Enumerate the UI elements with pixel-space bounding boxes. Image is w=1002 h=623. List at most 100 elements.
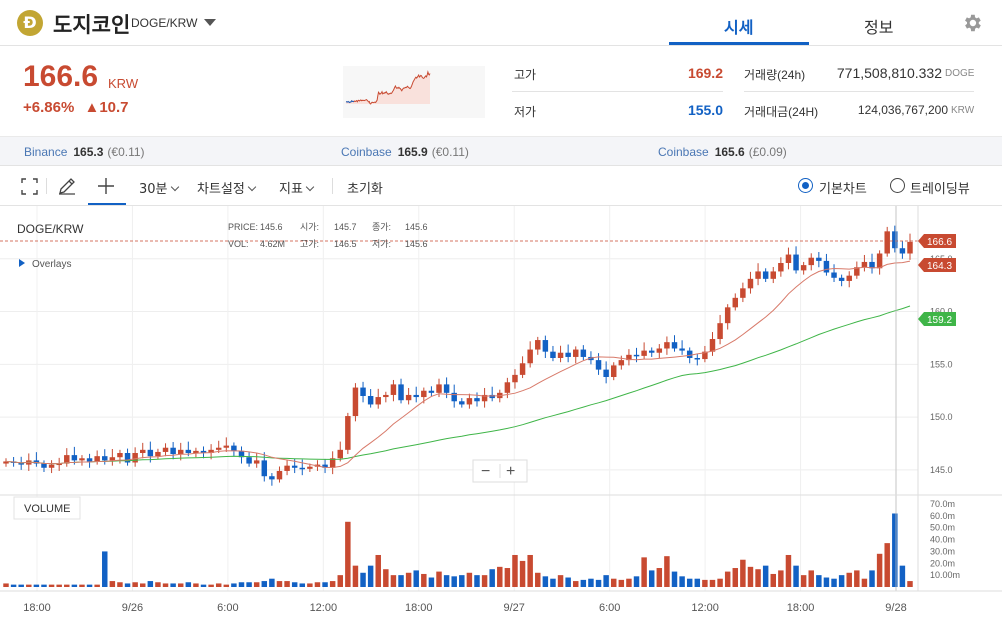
- legend-open-label: 시가:: [300, 222, 319, 232]
- volume-bar: [808, 570, 814, 587]
- volume-bar: [231, 583, 237, 587]
- volume-bar: [64, 584, 70, 587]
- candle-body: [626, 354, 632, 361]
- crosshair-icon[interactable]: [97, 177, 115, 195]
- basic-chart-radio[interactable]: [798, 178, 813, 193]
- tradingview-label[interactable]: 트레이딩뷰: [910, 182, 970, 197]
- zoom-in-button[interactable]: +: [506, 463, 515, 480]
- amount-label: 거래대금(24H): [744, 105, 819, 119]
- candle-body: [261, 460, 268, 477]
- volume-bar: [846, 572, 852, 587]
- exchange-binance[interactable]: Binance 165.3 (€0.11): [24, 145, 145, 159]
- candle-body: [603, 369, 609, 377]
- exchange-coinbase-eur[interactable]: Coinbase 165.9 (€0.11): [341, 145, 469, 159]
- legend-close-label: 종가:: [372, 222, 391, 232]
- coin-pair[interactable]: DOGE/KRW: [131, 16, 198, 30]
- candle-body: [443, 384, 450, 393]
- legend-low-label: 저가:: [372, 239, 391, 249]
- candle-body: [200, 450, 207, 453]
- candles: [3, 225, 913, 486]
- candle-body: [79, 458, 85, 461]
- candle-body: [94, 456, 100, 462]
- volume-bar: [291, 582, 298, 587]
- coin-dropdown-icon[interactable]: [204, 19, 216, 26]
- volume-bar: [656, 568, 663, 587]
- candle-body: [132, 453, 138, 463]
- exchange-name: Coinbase: [658, 145, 709, 159]
- volume-bar: [253, 582, 260, 587]
- volume-bar: [390, 575, 397, 587]
- candle-body: [360, 387, 366, 396]
- zoom-out-button[interactable]: −: [481, 463, 490, 480]
- candle-body: [869, 261, 875, 269]
- candle-body: [185, 449, 192, 453]
- volume-tick-label: 30.0m: [930, 546, 955, 556]
- candle-body: [512, 374, 518, 383]
- volume-bar: [535, 572, 541, 587]
- legend-high-label: 고가:: [300, 239, 319, 249]
- indicators-menu[interactable]: 지표: [279, 178, 315, 197]
- gear-icon[interactable]: [961, 12, 983, 34]
- candle-body: [542, 340, 549, 352]
- volume-bar: [162, 583, 169, 587]
- overlays-toggle-icon[interactable]: [19, 259, 25, 267]
- volume-bar: [588, 578, 594, 587]
- coin-name[interactable]: 도지코인: [53, 13, 131, 37]
- amount-value: 124,036,767,200: [857, 103, 948, 117]
- volume-bar: [702, 579, 708, 587]
- candle-body: [808, 257, 814, 266]
- candle-body: [899, 248, 906, 254]
- candle-body: [383, 394, 389, 398]
- ma-short-line: [5, 260, 911, 469]
- volume-bar: [755, 569, 761, 587]
- candle-body: [823, 260, 830, 273]
- candle-body: [816, 257, 822, 261]
- candle-body: [610, 365, 617, 377]
- volume-bar: [208, 584, 214, 587]
- exchange-delta: (€0.11): [107, 145, 145, 159]
- volume-bar: [413, 570, 419, 587]
- zoom-control: − +: [472, 459, 528, 483]
- candle-body: [785, 254, 792, 263]
- high-label: 고가: [514, 68, 537, 82]
- volume-bar: [793, 565, 799, 587]
- tab-quote[interactable]: 시세: [724, 18, 754, 37]
- volume-unit: DOGE: [945, 68, 975, 79]
- volume-bar: [147, 581, 154, 587]
- volume-bar: [307, 583, 313, 587]
- volume-bar: [185, 582, 192, 587]
- legend-price-value: 145.6: [260, 222, 283, 232]
- volume-tick-label: 20.0m: [930, 558, 955, 568]
- fullscreen-icon[interactable]: [21, 178, 38, 195]
- tradingview-radio[interactable]: [890, 178, 905, 193]
- reset-button[interactable]: 초기화: [347, 182, 383, 197]
- volume-bar: [618, 579, 625, 587]
- candle-body: [618, 360, 625, 366]
- volume-bar: [892, 513, 898, 587]
- volume-bar: [79, 584, 85, 587]
- volume-bar: [884, 543, 890, 587]
- volume-bar: [200, 584, 207, 587]
- y-tick-label: 145.0: [930, 465, 953, 475]
- basic-chart-label[interactable]: 기본차트: [819, 182, 867, 197]
- price-change: +6.86% ▲10.7: [23, 99, 129, 116]
- candle-body: [329, 458, 336, 468]
- interval-label: 30분: [139, 182, 168, 197]
- volume-bar: [443, 575, 450, 587]
- candle-body: [800, 265, 807, 271]
- candle-body: [71, 455, 78, 461]
- candle-body: [831, 272, 837, 278]
- legend-low-value: 145.6: [405, 239, 428, 249]
- high-value: 169.2: [687, 65, 723, 81]
- candle-body: [64, 455, 70, 464]
- overlays-label[interactable]: Overlays: [32, 259, 71, 270]
- chevron-down-icon: [247, 182, 257, 192]
- pencil-draw-icon[interactable]: [58, 177, 76, 195]
- tab-info[interactable]: 정보: [864, 18, 894, 37]
- volume-bar: [367, 565, 374, 587]
- chart-settings-menu[interactable]: 차트설정: [197, 178, 257, 197]
- volume-tick-label: 70.0m: [930, 499, 955, 509]
- exchange-coinbase-gbp[interactable]: Coinbase 165.6 (£0.09): [658, 145, 787, 159]
- interval-select[interactable]: 30분: [139, 178, 179, 197]
